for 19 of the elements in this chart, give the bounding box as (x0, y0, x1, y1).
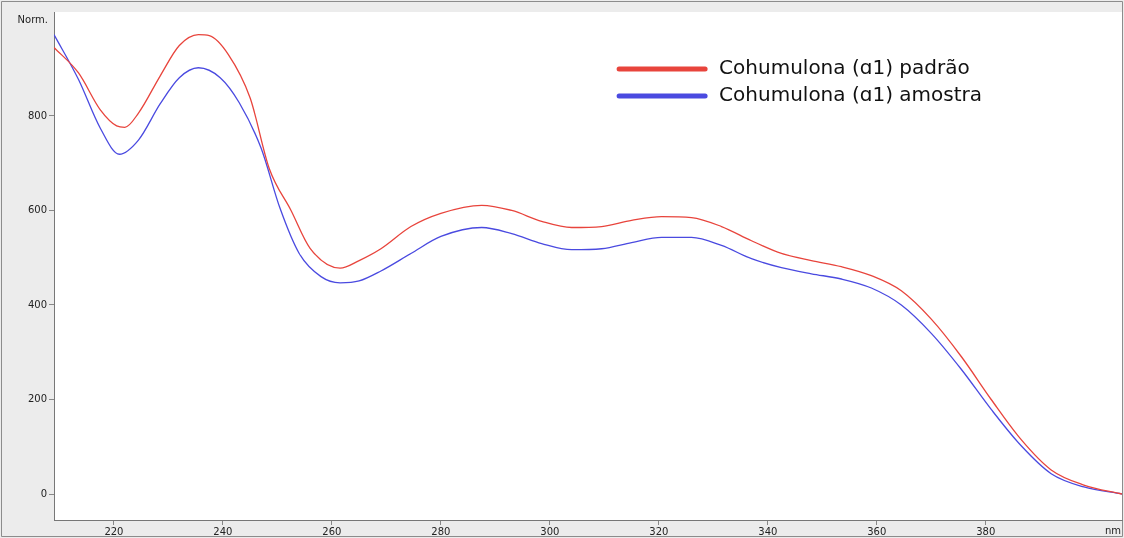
legend-label: Cohumulona (ɑ1) padrão (719, 55, 970, 80)
x-tick-label: 260 (322, 525, 342, 537)
y-axis-title: Norm. (17, 13, 48, 25)
legend-label: Cohumulona (ɑ1) amostra (719, 82, 982, 107)
y-tick-label: 200 (27, 393, 47, 405)
x-tick-label: 380 (976, 525, 996, 537)
x-tick-label: 360 (867, 525, 887, 537)
x-tick-label: 240 (213, 525, 233, 537)
line-series (54, 34, 1122, 495)
x-tick-label: 220 (104, 525, 124, 537)
y-tick-label: 0 (40, 487, 47, 499)
x-axis-title: nm (1104, 524, 1121, 536)
x-tick-label: 340 (758, 525, 778, 537)
x-tick-label: 320 (649, 525, 669, 537)
y-tick-label: 800 (27, 109, 47, 121)
x-tick-label: 280 (431, 525, 451, 537)
y-tick-label: 600 (27, 204, 47, 216)
y-tick-label: 400 (27, 298, 47, 310)
x-tick-label: 300 (540, 525, 560, 537)
